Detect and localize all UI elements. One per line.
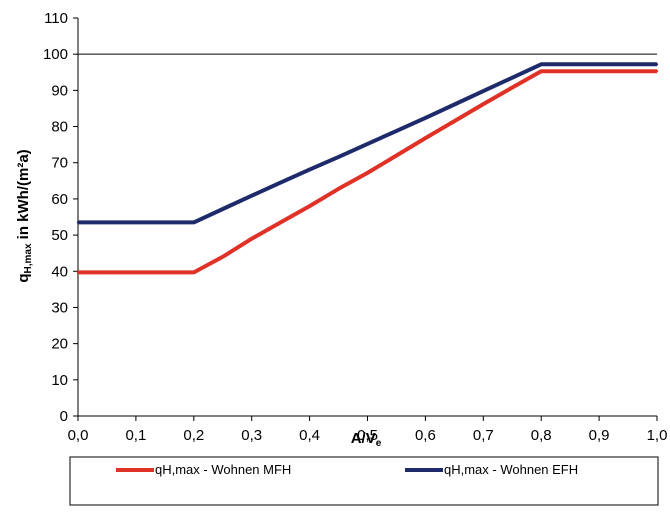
x-tick-label: 0,4 [299,427,320,444]
legend: qH,max - Wohnen MFH qH,max - Wohnen EFH [69,456,659,506]
y-tick-label: 10 [51,372,68,389]
series-point-0 [192,271,195,274]
series-point-1 [655,63,659,66]
x-tick-label: 1,0 [647,427,668,444]
series-point-1 [337,155,340,159]
series-point-0 [250,237,253,240]
series-point-1 [511,76,514,79]
x-tick-label: 0,5 [357,427,378,444]
legend-label-mfh: qH,max - Wohnen MFH [155,462,291,477]
series-point-1 [453,103,456,106]
series-point-0 [482,102,485,106]
y-tick-label: 110 [44,10,68,27]
y-tick-label: 40 [51,263,68,280]
series-point-1 [395,129,398,133]
y-tick-label: 60 [51,191,68,208]
y-tick-label: 0 [60,408,68,425]
x-tick-label: 0,7 [473,427,494,444]
y-tick-label: 90 [51,82,68,99]
y-tick-label: 100 [43,46,68,63]
legend-label-efh: qH,max - Wohnen EFH [444,462,578,477]
y-axis-title-subscript: H,max [23,243,34,273]
series-point-0 [221,255,224,258]
y-axis-title: qH,max in kWh/(m²a) [15,149,34,282]
series-point-0 [511,86,514,89]
x-tick-label: 0,0 [68,427,89,444]
series-point-0 [279,221,282,224]
series-point-1 [424,116,427,120]
series-point-0 [105,271,109,274]
series-point-1 [279,181,282,184]
x-tick-label: 0,2 [183,427,204,444]
series-group [76,62,659,275]
legend-box [69,456,659,506]
x-tick-label: 0,9 [589,427,610,444]
y-tick-label: 20 [51,336,68,353]
series-point-1 [366,142,369,146]
series-point-0 [76,271,80,274]
series-point-1 [482,89,485,93]
x-tick-label: 0,8 [531,427,552,444]
y-axis-title-unit: in kWh/(m²a) [15,149,32,243]
series-point-1 [597,63,601,66]
series-point-1 [76,221,80,224]
x-axis-title: A/Ve [351,430,382,449]
series-point-0 [395,154,398,157]
series-point-1 [308,168,311,171]
series-point-0 [540,69,543,73]
x-tick-label: 0,3 [241,427,262,444]
y-tick-label: 80 [51,119,68,136]
series-point-0 [655,69,659,73]
series-point-1 [221,207,224,211]
series-point-1 [105,221,109,224]
x-axis-ticks: 0,0 0,1 0,2 0,3 0,4 0,5 0,6 0,7 0,8 0,9 1,0 [68,416,668,444]
y-tick-label: 50 [51,227,68,244]
series-point-1 [250,194,253,197]
series-point-0 [308,204,311,208]
y-axis-ticks: 0 10 20 30 40 50 60 70 80 90 100 110 [43,10,78,425]
x-tick-label: 0,6 [415,427,436,444]
series-point-0 [424,136,427,140]
series-point-0 [453,119,456,123]
series-point-0 [337,187,340,190]
series-point-1 [192,221,195,224]
series-point-1 [540,63,543,66]
y-tick-label: 30 [51,299,68,316]
y-axis-title-q: q [15,274,32,283]
x-axis-title-main: A/V [351,430,376,447]
x-axis-title-subscript: e [376,438,382,449]
x-tick-label: 0,1 [125,427,146,444]
series-point-0 [366,171,369,175]
y-tick-label: 70 [51,155,68,172]
series-point-0 [597,69,601,73]
